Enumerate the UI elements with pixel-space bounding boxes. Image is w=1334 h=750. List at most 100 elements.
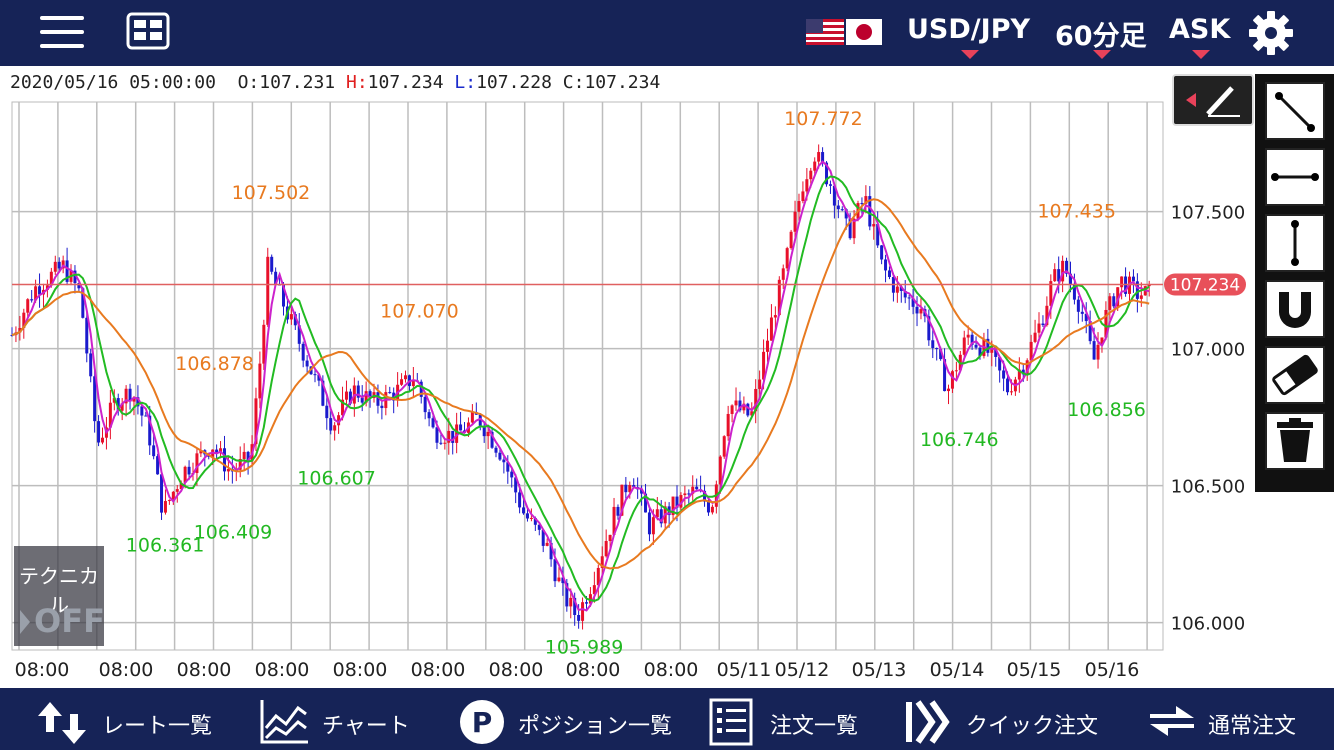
- candle-body: [49, 271, 53, 286]
- candle-body: [431, 418, 435, 428]
- candle-body: [403, 375, 407, 380]
- candle-body: [817, 152, 821, 162]
- candle-body: [1057, 269, 1061, 282]
- candle-body: [187, 466, 191, 475]
- candle-body: [388, 392, 392, 394]
- menu-icon[interactable]: [40, 14, 84, 50]
- plot-frame: [11, 101, 1164, 651]
- candle-body: [1108, 296, 1112, 310]
- candle-body: [1045, 305, 1049, 326]
- y-tick-label: 107.500: [1171, 203, 1245, 224]
- x-tick-label: 05/13: [852, 659, 907, 681]
- candle-body: [1120, 276, 1124, 288]
- candle-body: [419, 381, 423, 397]
- vertical-line-tool[interactable]: [1265, 214, 1325, 272]
- candle-body: [998, 356, 1002, 371]
- candle-body: [1025, 360, 1029, 375]
- header-bar: USD/JPY 60分足 ASK: [0, 0, 1334, 66]
- nav-order-list[interactable]: 注文一覧: [708, 688, 878, 750]
- candle-body: [1068, 273, 1072, 284]
- magnet-tool[interactable]: [1265, 280, 1325, 338]
- x-tick-label: 08:00: [15, 659, 70, 681]
- candle-body: [344, 391, 348, 400]
- candle-body: [821, 152, 825, 163]
- y-tick-label: 106.500: [1171, 477, 1245, 498]
- drawing-tools-toggle[interactable]: [1172, 74, 1254, 126]
- candle-body: [325, 405, 329, 419]
- candle-body: [844, 209, 848, 219]
- candle-body: [624, 484, 628, 493]
- currency-pair-selector[interactable]: USD/JPY: [907, 14, 1031, 45]
- candle-body: [1080, 311, 1084, 314]
- drawing-toolbar: [1255, 74, 1334, 492]
- candle-body: [380, 405, 384, 409]
- candle-body: [994, 347, 998, 357]
- horizontal-line-tool[interactable]: [1265, 148, 1325, 206]
- gear-icon[interactable]: [1248, 10, 1294, 56]
- technical-toggle[interactable]: テクニカル OFF: [14, 546, 105, 646]
- x-tick-label: 08:00: [489, 659, 544, 681]
- current-price-badge: [1164, 273, 1246, 296]
- candle-body: [675, 496, 679, 508]
- nav-label: クイック注文: [966, 714, 1099, 739]
- candle-body: [73, 270, 77, 284]
- nav-positions[interactable]: P ポジション一覧: [458, 688, 678, 750]
- candle-body: [525, 513, 529, 519]
- candle-body: [85, 317, 89, 354]
- candle-body: [805, 179, 809, 192]
- candle-body: [1053, 269, 1057, 282]
- trash-icon: [1277, 418, 1313, 462]
- candle-body: [931, 340, 935, 348]
- candle-body: [911, 298, 915, 307]
- x-tick-label: 08:00: [255, 659, 310, 681]
- ma-long-line: [11, 198, 1150, 570]
- delete-tool[interactable]: [1265, 412, 1325, 470]
- low-annotation: 105.989: [545, 637, 624, 659]
- jp-flag-icon: [846, 19, 882, 45]
- svg-text:P: P: [472, 706, 493, 739]
- nav-normal-order[interactable]: 通常注文: [1146, 688, 1326, 750]
- timeframe-selector[interactable]: 60分足: [1055, 21, 1147, 52]
- nav-label: レート一覧: [102, 714, 213, 739]
- candle-body: [435, 427, 439, 443]
- x-tick-label: 08:00: [99, 659, 154, 681]
- y-tick-label: 106.000: [1171, 614, 1245, 635]
- caret-down-icon: [961, 50, 979, 59]
- candle-body: [175, 489, 179, 492]
- candle-body: [1076, 299, 1080, 312]
- candle-body: [215, 449, 219, 453]
- candle-body: [600, 556, 604, 568]
- candle-body: [880, 245, 884, 260]
- candle-body: [289, 314, 293, 320]
- candle-body: [258, 363, 262, 399]
- candle-body: [242, 451, 246, 459]
- candle-body: [801, 191, 805, 202]
- nav-chart[interactable]: チャート: [258, 688, 448, 750]
- rate-list-icon: [38, 702, 86, 744]
- high-annotation: 106.878: [175, 353, 254, 375]
- candle-body: [97, 421, 101, 443]
- candle-body: [1061, 260, 1065, 282]
- candle-body: [537, 524, 541, 530]
- candlestick-chart[interactable]: 107.500 107.000 106.500 106.000 08:00 08:00 08…: [0, 66, 1334, 688]
- low-annotation: 106.746: [920, 429, 999, 451]
- candle-body: [797, 201, 801, 212]
- candle-body: [596, 567, 600, 586]
- candle-body: [400, 379, 404, 385]
- eraser-tool[interactable]: [1265, 346, 1325, 404]
- quick-order-icon: [906, 700, 950, 744]
- side-selector[interactable]: ASK: [1169, 14, 1231, 45]
- candle-body: [584, 602, 588, 604]
- candle-body: [490, 431, 494, 448]
- candle-body: [65, 260, 69, 282]
- candle-body: [691, 486, 695, 494]
- trendline-tool[interactable]: [1265, 82, 1325, 140]
- nav-quick-order[interactable]: クイック注文: [904, 688, 1114, 750]
- low-annotation: 106.409: [194, 522, 273, 544]
- candle-body: [498, 452, 502, 460]
- x-tick-label: 05/12: [775, 659, 830, 681]
- layout-icon[interactable]: [126, 12, 170, 50]
- candle-body: [750, 411, 754, 416]
- nav-rate-list[interactable]: レート一覧: [36, 688, 236, 750]
- nav-label: チャート: [322, 714, 410, 739]
